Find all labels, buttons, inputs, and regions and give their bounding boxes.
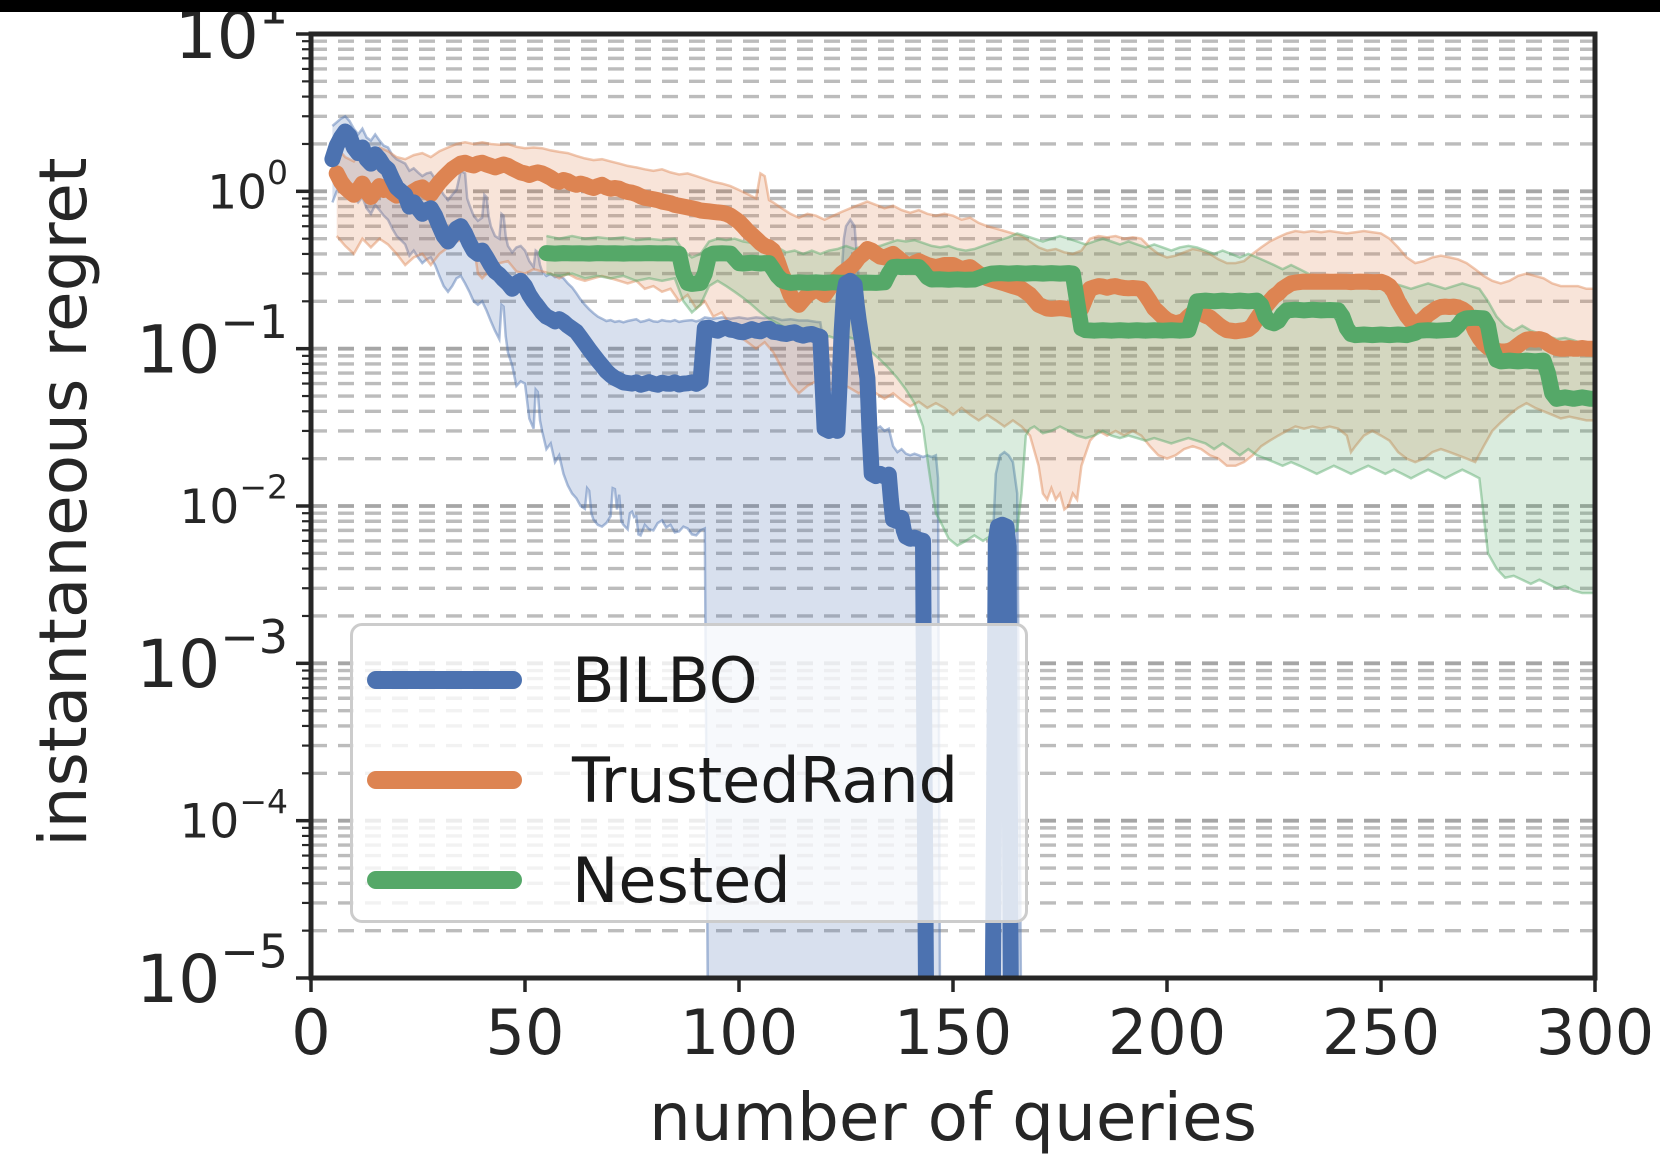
series-line-TrustedRand [328, 154, 1595, 360]
band-edge-lower-TrustedRand [335, 235, 1595, 512]
window-top-bar [0, 0, 1660, 12]
legend-line-swatch-nested [367, 871, 522, 889]
y-axis-label: instantaneous regret [25, 157, 102, 847]
band-edge-lower-BILBO [331, 179, 709, 978]
legend-label-nested: Nested [572, 843, 791, 917]
band-edge-lower-Nested [546, 272, 1595, 595]
confidence-band-TrustedRand [336, 142, 1595, 510]
x-tick-label: 50 [486, 996, 565, 1069]
y-tick-label: 10−4 [180, 782, 288, 849]
y-tick-label: 100 [207, 153, 288, 220]
y-tick-label: 10−2 [180, 467, 288, 534]
legend: BILBO TrustedRand Nested [350, 623, 1028, 923]
x-tick-label: 0 [291, 996, 330, 1069]
y-tick-label: 10−3 [136, 610, 288, 703]
series-line-BILBO [984, 516, 1019, 978]
x-tick-label: 300 [1536, 996, 1654, 1069]
ticks: 0 50 100 150 200 250 300 101 100 10−1 10−2 10−3 10−4… [136, 0, 1654, 1069]
legend-label-bilbo: BILBO [572, 643, 758, 717]
x-tick-label: 200 [1108, 996, 1226, 1069]
band-edge-upper-TrustedRand [335, 141, 1595, 291]
legend-item-nested: Nested [367, 840, 791, 920]
x-axis-label: number of queries [649, 1079, 1257, 1156]
legend-item-trustedrand: TrustedRand [367, 740, 958, 820]
x-tick-label: 100 [680, 996, 798, 1069]
y-tick-label: 10−1 [136, 295, 288, 388]
confidence-band-Nested [546, 233, 1595, 593]
legend-line-swatch-bilbo [367, 671, 522, 689]
series-line-BILBO [324, 123, 934, 978]
y-tick-label: 101 [175, 0, 288, 74]
y-tick-label: 10−5 [136, 924, 288, 1017]
x-tick-label: 150 [894, 996, 1012, 1069]
legend-label-trustedrand: TrustedRand [572, 743, 959, 817]
legend-item-bilbo: BILBO [367, 640, 758, 720]
series-line-Nested [538, 245, 1595, 407]
legend-line-swatch-trustedrand [367, 771, 522, 789]
x-tick-label: 250 [1322, 996, 1440, 1069]
